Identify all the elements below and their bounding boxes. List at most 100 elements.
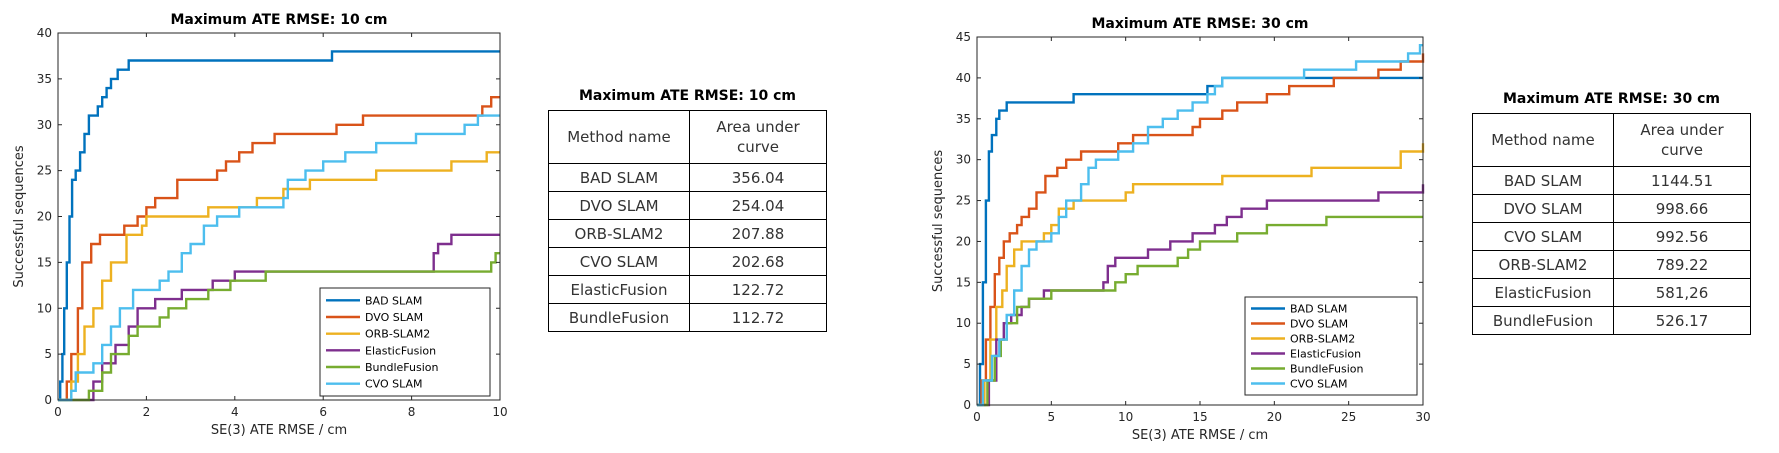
table-30cm: Maximum ATE RMSE: 30 cm Method name Area… <box>1472 91 1751 335</box>
series-line-bundlefusion <box>977 215 1423 407</box>
column-header-method: Method name <box>548 110 690 164</box>
x-tick-label: 30 <box>1415 410 1430 424</box>
area-value: 998.66 <box>1613 194 1751 223</box>
column-header-area: Area under curve <box>1613 113 1751 167</box>
table-row: ORB-SLAM2 207.88 <box>548 219 827 248</box>
series-line-dvo-slam <box>58 96 500 402</box>
x-axis-label: SE(3) ATE RMSE / cm <box>211 423 347 438</box>
column-header-area: Area under curve <box>689 110 827 164</box>
series-line-cvo-slam <box>58 114 500 402</box>
table-header-row: Method name Area under curve <box>548 110 827 164</box>
series-line-dvo-slam <box>977 53 1425 407</box>
method-name: BAD SLAM <box>1472 166 1614 195</box>
method-name: ElasticFusion <box>1472 278 1614 307</box>
method-name: ElasticFusion <box>548 275 690 304</box>
legend-label: DVO SLAM <box>365 311 423 324</box>
y-tick-label: 25 <box>956 194 971 208</box>
y-tick-label: 10 <box>37 301 52 315</box>
method-name: BundleFusion <box>1472 306 1614 335</box>
x-tick-label: 15 <box>1192 410 1207 424</box>
column-header-method: Method name <box>1472 113 1614 167</box>
series-line-orb-slam2 <box>58 151 500 402</box>
table-title: Maximum ATE RMSE: 10 cm <box>578 88 797 104</box>
series-line-elasticfusion <box>58 233 500 402</box>
y-tick-label: 25 <box>37 164 52 178</box>
legend-box <box>1244 296 1418 396</box>
table-row: ElasticFusion 122.72 <box>548 275 827 304</box>
chart-30cm: Maximum ATE RMSE: 30 cm 0 5 10 15 20 25 30 0 5 10 1… <box>931 16 1431 443</box>
y-tick-label: 20 <box>956 234 971 248</box>
table-row: BAD SLAM 1144.51 <box>1472 166 1751 195</box>
y-axis-label: Successful sequences <box>12 145 27 288</box>
y-tick-label: 35 <box>37 72 52 86</box>
legend-label: ORB-SLAM2 <box>1290 333 1355 346</box>
x-tick-label: 10 <box>492 405 507 419</box>
y-tick-label: 40 <box>956 71 971 85</box>
y-tick-label: 30 <box>956 153 971 167</box>
table-row: BAD SLAM 356.04 <box>548 163 827 192</box>
legend-label: ORB-SLAM2 <box>365 328 430 341</box>
x-tick-label: 4 <box>231 405 239 419</box>
x-tick-label: 25 <box>1341 410 1356 424</box>
area-value: 207.88 <box>689 219 827 248</box>
x-tick-label: 6 <box>319 405 327 419</box>
table-row: BundleFusion 112.72 <box>548 303 827 332</box>
table-header-row: Method name Area under curve <box>1472 113 1751 167</box>
y-tick-label: 40 <box>37 26 52 40</box>
y-tick-label: 35 <box>956 112 971 126</box>
y-tick-label: 5 <box>44 347 52 361</box>
legend-box <box>319 287 491 397</box>
x-tick-label: 0 <box>54 405 62 419</box>
method-name: DVO SLAM <box>548 191 690 220</box>
chart-title: Maximum ATE RMSE: 30 cm <box>1091 16 1308 32</box>
area-value: 526.17 <box>1613 306 1751 335</box>
area-value: 789.22 <box>1613 250 1751 279</box>
method-name: ORB-SLAM2 <box>548 219 690 248</box>
y-tick-label: 10 <box>956 316 971 330</box>
series-line-bad-slam <box>977 76 1423 407</box>
x-tick-label: 10 <box>1118 410 1133 424</box>
x-tick-label: 0 <box>973 410 981 424</box>
x-axis-label: SE(3) ATE RMSE / cm <box>1132 428 1268 443</box>
table-row: DVO SLAM 254.04 <box>548 191 827 220</box>
y-tick-label: 15 <box>37 255 52 269</box>
y-axis-label: Successful sequences <box>931 150 946 293</box>
legend-label: CVO SLAM <box>365 378 423 391</box>
legend-label: BAD SLAM <box>365 294 422 307</box>
method-name: BundleFusion <box>548 303 690 332</box>
y-tick-label: 0 <box>44 393 52 407</box>
table-10cm: Maximum ATE RMSE: 10 cm Method name Area… <box>548 88 827 332</box>
area-value: 202.68 <box>689 247 827 276</box>
y-tick-label: 45 <box>956 30 971 44</box>
y-tick-label: 20 <box>37 210 52 224</box>
area-value: 122.72 <box>689 275 827 304</box>
legend-label: BundleFusion <box>1290 363 1364 376</box>
series-line-bad-slam <box>58 50 500 402</box>
series-line-bundlefusion <box>58 252 500 402</box>
legend-label: BAD SLAM <box>1290 303 1347 316</box>
table-row: CVO SLAM 202.68 <box>548 247 827 276</box>
area-value: 1144.51 <box>1613 166 1751 195</box>
y-tick-label: 30 <box>37 118 52 132</box>
y-tick-label: 0 <box>963 398 971 412</box>
legend-label: BundleFusion <box>365 361 439 374</box>
method-name: CVO SLAM <box>548 247 690 276</box>
legend-label: CVO SLAM <box>1290 378 1348 391</box>
y-tick-label: 15 <box>956 275 971 289</box>
table-row: BundleFusion 526.17 <box>1472 306 1751 335</box>
legend-label: DVO SLAM <box>1290 318 1348 331</box>
method-name: DVO SLAM <box>1472 194 1614 223</box>
table-row: CVO SLAM 992.56 <box>1472 222 1751 251</box>
method-name: ORB-SLAM2 <box>1472 250 1614 279</box>
area-value: 356.04 <box>689 163 827 192</box>
table-row: ORB-SLAM2 789.22 <box>1472 250 1751 279</box>
area-value: 112.72 <box>689 303 827 332</box>
x-tick-label: 5 <box>1048 410 1056 424</box>
series-line-cvo-slam <box>977 44 1423 407</box>
table-title: Maximum ATE RMSE: 30 cm <box>1502 91 1721 107</box>
area-value: 581,26 <box>1613 278 1751 307</box>
method-name: CVO SLAM <box>1472 222 1614 251</box>
legend-label: ElasticFusion <box>365 344 436 357</box>
x-tick-label: 2 <box>143 405 151 419</box>
table-row: ElasticFusion 581,26 <box>1472 278 1751 307</box>
